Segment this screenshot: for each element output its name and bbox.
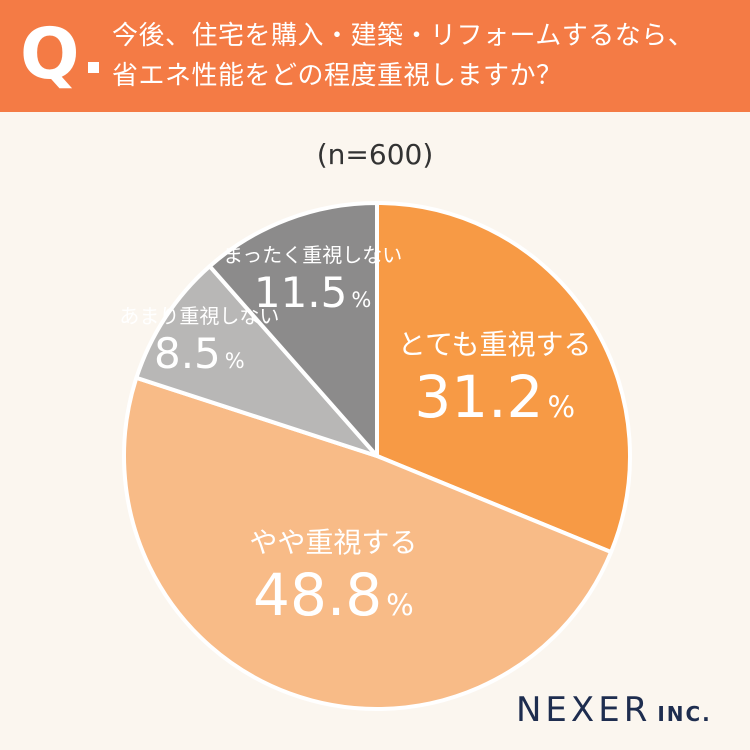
slice-category-label: まったく重視しない xyxy=(223,242,403,267)
slice-value-unit: % xyxy=(547,390,576,425)
slice-very-important xyxy=(375,201,632,555)
slice-value-number: 31.2 xyxy=(414,363,544,432)
slice-not-very-important xyxy=(134,264,379,458)
slice-value-unit: % xyxy=(351,287,372,312)
slice-value-label: 31.2% xyxy=(398,363,592,431)
slice-very-important-label: とても重視する 31.2% xyxy=(398,323,592,431)
slice-somewhat-important xyxy=(122,375,614,711)
slice-category-label: とても重視する xyxy=(397,328,592,362)
nexer-logo: NEXER INC. xyxy=(516,690,712,730)
slice-value-number: 48.8 xyxy=(253,560,383,629)
slice-value-label: 8.5% xyxy=(119,329,279,378)
q-letter: Q xyxy=(20,13,80,95)
slice-category-label: やや重視する xyxy=(249,525,418,559)
question-line-1: 今後、住宅を購入・建築・リフォームするなら、 xyxy=(112,21,695,51)
sample-size: (n=600) xyxy=(316,138,434,171)
q-dot xyxy=(88,62,99,73)
slice-value-label: 48.8% xyxy=(249,561,417,629)
slice-not-important-at-all xyxy=(207,201,379,458)
question-line-2: 省エネ性能をどの程度重視しますか？ xyxy=(112,61,563,91)
logo-suffix: INC. xyxy=(657,702,712,726)
question-text: 今後、住宅を購入・建築・リフォームするなら、 省エネ性能をどの程度重視しますか？ xyxy=(112,16,737,96)
slice-somewhat-important-label: やや重視する 48.8% xyxy=(249,521,417,629)
logo-brand: NEXER xyxy=(516,690,652,730)
question-header: Q 今後、住宅を購入・建築・リフォームするなら、 省エネ性能をどの程度重視します… xyxy=(0,0,750,112)
slice-not-important-at-all-label: まったく重視しない 11.5% xyxy=(223,239,402,317)
slice-value-label: 11.5% xyxy=(223,268,402,317)
slice-not-very-important-label: あまり重視しない 8.5% xyxy=(119,300,279,378)
slice-value-number: 11.5 xyxy=(253,267,348,317)
slice-value-unit: % xyxy=(386,587,414,622)
slice-value-number: 8.5 xyxy=(153,329,221,379)
slice-value-unit: % xyxy=(224,349,245,374)
slice-category-label: あまり重視しない xyxy=(119,304,280,329)
